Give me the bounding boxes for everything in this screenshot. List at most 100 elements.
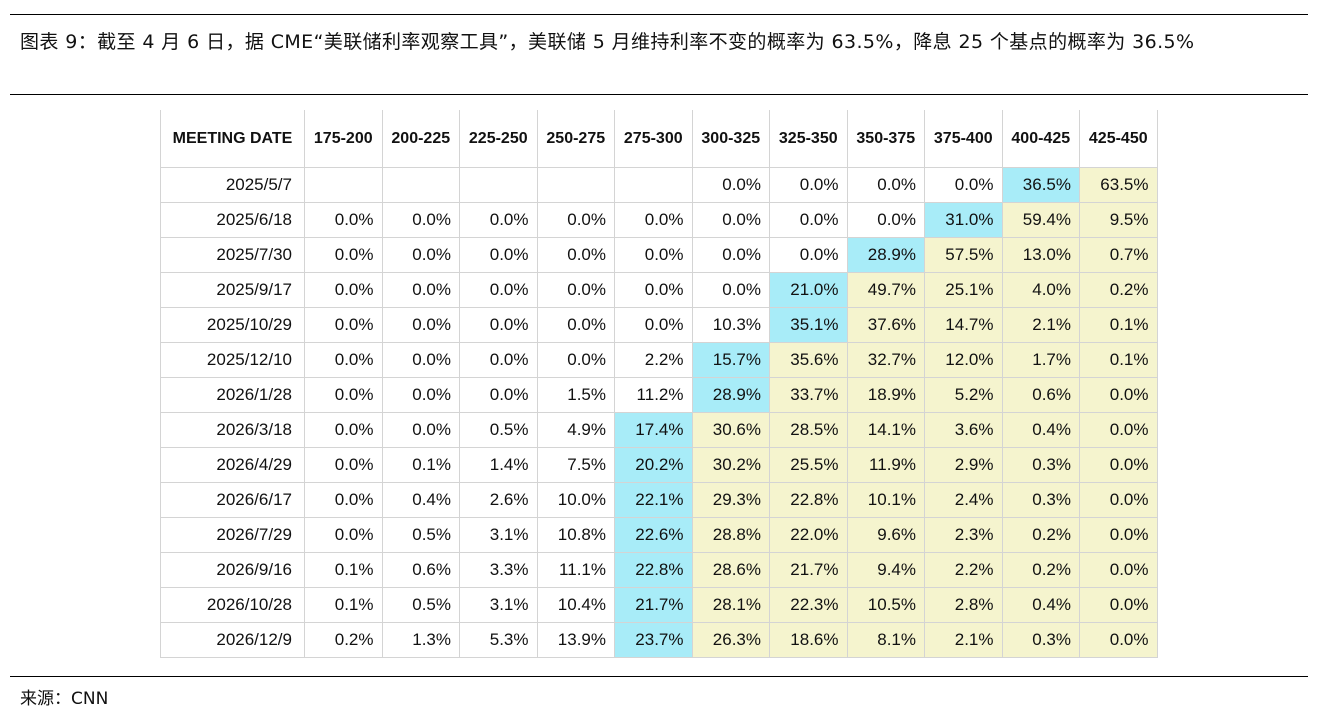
probability-cell	[614, 167, 693, 203]
most-likely-probability-cell: 21.7%	[614, 587, 693, 623]
probability-cell: 0.0%	[1079, 447, 1158, 483]
probability-cell: 0.0%	[459, 272, 538, 308]
most-likely-probability-cell: 15.7%	[691, 342, 770, 378]
probability-cell: 18.6%	[769, 622, 848, 658]
table-row: 2025/7/30 0.0% 0.0% 0.0% 0.0% 0.0% 0.0% 0.0% 28.…	[160, 237, 1158, 273]
probability-cell: 0.2%	[1001, 552, 1080, 588]
header-rate-range: 250-275	[536, 110, 615, 168]
probability-cell: 0.0%	[846, 167, 925, 203]
probability-cell: 0.1%	[1079, 307, 1158, 343]
probability-cell: 0.4%	[1001, 587, 1080, 623]
probability-cell: 2.9%	[924, 447, 1003, 483]
probability-cell: 28.8%	[691, 517, 770, 553]
probability-cell: 3.6%	[924, 412, 1003, 448]
probability-cell: 0.0%	[381, 342, 460, 378]
probability-cell: 10.4%	[536, 587, 615, 623]
probability-cell: 2.4%	[924, 482, 1003, 518]
probability-cell: 14.7%	[924, 307, 1003, 343]
probability-cell: 30.2%	[691, 447, 770, 483]
probability-cell: 0.1%	[381, 447, 460, 483]
most-likely-probability-cell: 35.1%	[769, 307, 848, 343]
probability-cell: 0.0%	[1079, 377, 1158, 413]
probability-cell: 0.0%	[304, 237, 383, 273]
probability-cell: 0.7%	[1079, 237, 1158, 273]
probability-cell: 11.9%	[846, 447, 925, 483]
most-likely-probability-cell: 17.4%	[614, 412, 693, 448]
probability-cell: 10.1%	[846, 482, 925, 518]
probability-cell: 0.0%	[381, 202, 460, 238]
probability-cell: 0.0%	[304, 482, 383, 518]
header-rate-range: 300-325	[691, 110, 770, 168]
probability-cell: 10.3%	[691, 307, 770, 343]
probability-cell: 0.0%	[304, 517, 383, 553]
probability-cell: 14.1%	[846, 412, 925, 448]
probability-cell: 13.0%	[1001, 237, 1080, 273]
probability-cell: 35.6%	[769, 342, 848, 378]
probability-cell: 0.0%	[459, 237, 538, 273]
table-header-row: MEETING DATE 175-200 200-225 225-250 250-275…	[160, 110, 1158, 168]
probability-cell	[381, 167, 460, 203]
probability-cell: 0.0%	[304, 307, 383, 343]
probability-cell: 22.8%	[769, 482, 848, 518]
most-likely-probability-cell: 22.8%	[614, 552, 693, 588]
probability-cell: 5.3%	[459, 622, 538, 658]
probability-cell: 30.6%	[691, 412, 770, 448]
probability-cell: 32.7%	[846, 342, 925, 378]
header-rate-range: 350-375	[846, 110, 925, 168]
probability-cell: 9.4%	[846, 552, 925, 588]
probability-cell: 3.3%	[459, 552, 538, 588]
probability-cell: 0.3%	[1001, 622, 1080, 658]
table-row: 2026/12/9 0.2% 1.3% 5.3% 13.9% 23.7% 26.3% 18.6…	[160, 622, 1158, 658]
probability-cell: 4.9%	[536, 412, 615, 448]
table-row: 2026/10/28 0.1% 0.5% 3.1% 10.4% 21.7% 28.1% 22.…	[160, 587, 1158, 623]
probability-cell: 59.4%	[1001, 202, 1080, 238]
table-row: 2025/9/17 0.0% 0.0% 0.0% 0.0% 0.0% 0.0% 21.0% 49…	[160, 272, 1158, 308]
most-likely-probability-cell: 28.9%	[691, 377, 770, 413]
probability-cell: 11.2%	[614, 377, 693, 413]
probability-table-container: MEETING DATE 175-200 200-225 225-250 250-275…	[160, 110, 1158, 659]
probability-cell: 10.5%	[846, 587, 925, 623]
header-rate-range: 200-225	[381, 110, 460, 168]
probability-cell: 0.0%	[691, 202, 770, 238]
table-row: 2026/4/29 0.0% 0.1% 1.4% 7.5% 20.2% 30.2% 25.5%…	[160, 447, 1158, 483]
probability-cell: 28.6%	[691, 552, 770, 588]
table-row: 2026/6/17 0.0% 0.4% 2.6% 10.0% 22.1% 29.3% 22.8…	[160, 482, 1158, 518]
probability-cell: 0.0%	[691, 272, 770, 308]
meeting-date-cell: 2025/9/17	[160, 272, 305, 308]
table-row: 2025/10/29 0.0% 0.0% 0.0% 0.0% 0.0% 10.3% 35.1%…	[160, 307, 1158, 343]
probability-cell: 26.3%	[691, 622, 770, 658]
probability-cell: 0.0%	[614, 237, 693, 273]
meeting-date-cell: 2026/4/29	[160, 447, 305, 483]
probability-cell: 0.4%	[1001, 412, 1080, 448]
probability-cell: 1.4%	[459, 447, 538, 483]
probability-cell: 2.1%	[924, 622, 1003, 658]
meeting-date-cell: 2025/7/30	[160, 237, 305, 273]
most-likely-probability-cell: 22.1%	[614, 482, 693, 518]
probability-cell: 2.6%	[459, 482, 538, 518]
probability-cell: 1.5%	[536, 377, 615, 413]
probability-cell: 0.0%	[304, 447, 383, 483]
probability-cell: 7.5%	[536, 447, 615, 483]
probability-cell: 0.0%	[614, 202, 693, 238]
probability-cell: 0.0%	[1079, 412, 1158, 448]
probability-cell: 0.0%	[459, 342, 538, 378]
probability-cell: 0.5%	[381, 517, 460, 553]
probability-cell: 0.2%	[1079, 272, 1158, 308]
probability-cell: 0.3%	[1001, 482, 1080, 518]
probability-cell: 0.0%	[536, 237, 615, 273]
fed-rate-probability-table: MEETING DATE 175-200 200-225 225-250 250-275…	[160, 110, 1158, 658]
probability-cell: 0.1%	[304, 587, 383, 623]
probability-cell: 0.0%	[1079, 517, 1158, 553]
table-row: 2026/9/16 0.1% 0.6% 3.3% 11.1% 22.8% 28.6% 21.7…	[160, 552, 1158, 588]
header-rate-range: 325-350	[769, 110, 848, 168]
probability-cell: 0.0%	[381, 307, 460, 343]
meeting-date-cell: 2026/9/16	[160, 552, 305, 588]
probability-cell: 8.1%	[846, 622, 925, 658]
probability-cell: 29.3%	[691, 482, 770, 518]
probability-cell: 0.0%	[536, 342, 615, 378]
probability-cell: 63.5%	[1079, 167, 1158, 203]
probability-cell: 0.0%	[381, 237, 460, 273]
probability-cell: 0.3%	[1001, 447, 1080, 483]
probability-cell: 0.0%	[459, 202, 538, 238]
probability-cell: 2.2%	[614, 342, 693, 378]
